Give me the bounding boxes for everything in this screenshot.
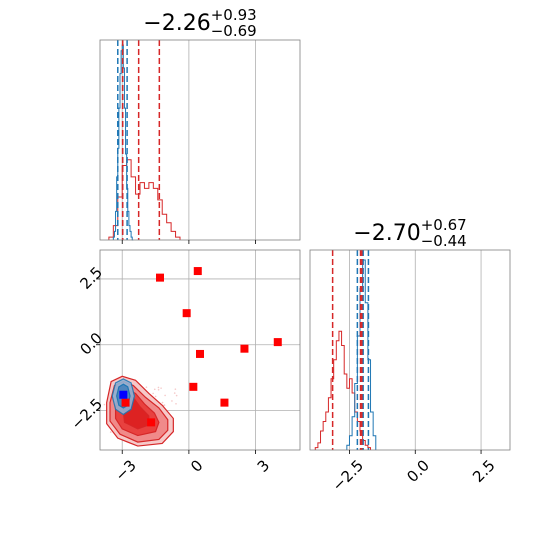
joint-red-sample (163, 404, 166, 406)
marginal-x-title-plus: +0.93 (211, 6, 257, 24)
joint-red-marker-6 (189, 382, 198, 391)
marginal-y-ticklabel-0: −2.5 (329, 456, 367, 494)
joint-red-sample (173, 392, 176, 394)
joint-ticks: −3 0 3−2.50.02.5 (68, 263, 274, 485)
joint-red-sample (152, 392, 154, 395)
joint-red-sample (157, 388, 160, 391)
joint-red-marker-7 (220, 398, 229, 407)
marginal-x-title: −2.26+0.93 −0.69 (143, 6, 256, 40)
marginal-y-title-value: −2.70 (353, 221, 420, 246)
marginal-y-ticks: −2.5 0.0 2.5 (329, 450, 499, 495)
marginal-x-quantile-lines (117, 40, 161, 240)
marginal-y-ticklabel-1: 0.0 (403, 456, 433, 486)
joint-red-marker-3 (196, 349, 204, 358)
joint-red-marker-2 (182, 309, 191, 318)
joint-red-marker-9 (121, 398, 130, 407)
marginal-y-title-plus: +0.67 (421, 216, 467, 234)
joint-red-sample (171, 400, 173, 402)
joint-red-marker-5 (273, 338, 282, 347)
marginal-y-ticklabel-2: 2.5 (469, 456, 499, 486)
marginal-y-panel: −2.5 0.0 2.5 −2.70+0.67 −0.44 (309, 216, 511, 495)
joint-red-sample (145, 386, 148, 388)
joint-red-sample (109, 431, 112, 433)
joint-red-marker-1 (193, 267, 202, 276)
marginal-x-ticks (121, 240, 256, 244)
marginal-y-title-minus: −0.44 (421, 232, 467, 250)
joint-red-sample (103, 403, 106, 406)
marginal-y-histograms (314, 259, 377, 450)
joint-contours (103, 375, 178, 447)
joint-frame (99, 249, 301, 451)
joint-red-sample (160, 387, 162, 389)
marginal-x-red-histogram (108, 159, 181, 240)
marginal-y-grid (349, 250, 482, 450)
marginal-x-title-value: −2.26 (143, 11, 210, 36)
joint-red-marker-4 (240, 344, 249, 353)
joint-x-ticklabel-1: 0 (187, 456, 206, 475)
joint-red-sample (174, 388, 177, 390)
joint-red-marker-8 (147, 418, 156, 427)
marginal-x-grid (121, 40, 256, 240)
marginal-x-title-minus: −0.69 (211, 22, 257, 40)
joint-red-sample (164, 394, 166, 397)
joint-markers (119, 267, 282, 427)
marginal-y-frame (309, 249, 511, 451)
joint-blue-marker (119, 390, 128, 399)
joint-y-ticklabel-2: 2.5 (76, 263, 106, 293)
joint-panel: −3 0 3−2.50.02.5 (68, 249, 301, 485)
joint-red-marker-0 (156, 273, 164, 282)
marginal-x-frame (99, 39, 301, 241)
joint-red-sample (153, 388, 156, 391)
joint-red-sample (157, 386, 160, 389)
marginal-x-histograms (108, 44, 181, 241)
joint-red-sample (175, 402, 177, 405)
joint-red-sample (175, 394, 178, 397)
marginal-y-title: −2.70+0.67 −0.44 (353, 216, 466, 250)
joint-y-ticklabel-1: 0.0 (76, 329, 106, 359)
joint-x-ticklabel-0: −3 (112, 456, 140, 484)
joint-red-sample (161, 401, 164, 404)
marginal-x-panel: −2.26+0.93 −0.69 (99, 6, 301, 244)
marginal-y-quantile-lines (331, 250, 370, 450)
joint-x-ticklabel-2: 3 (254, 456, 273, 475)
joint-red-sample (154, 395, 157, 398)
